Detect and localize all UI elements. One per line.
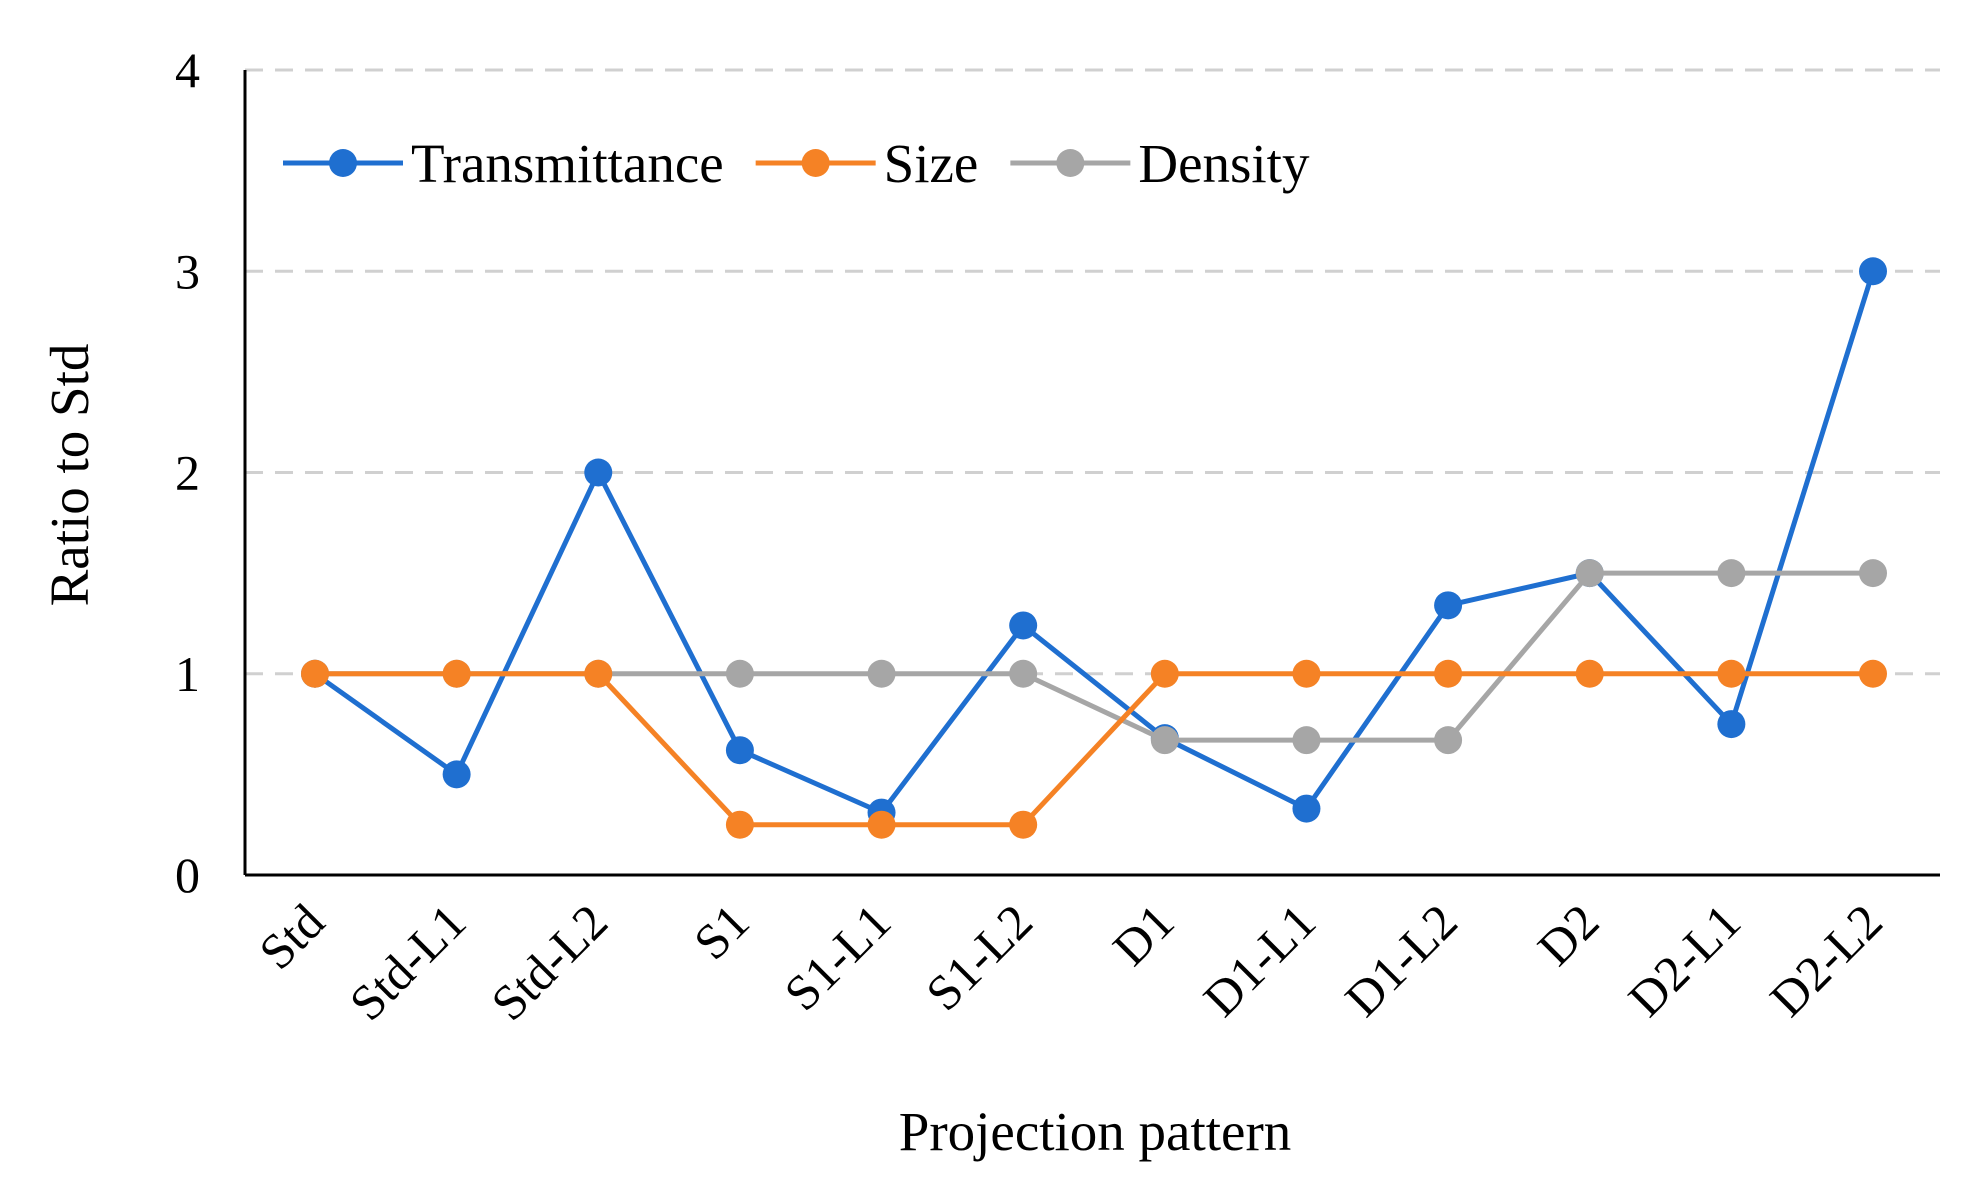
data-point xyxy=(301,659,329,688)
data-point xyxy=(1717,559,1746,588)
data-point xyxy=(1575,659,1604,688)
series-line xyxy=(315,671,1873,828)
data-point xyxy=(1292,726,1321,755)
data-point xyxy=(1434,726,1463,755)
legend-label: Transmittance xyxy=(411,133,724,194)
y-axis-title: Ratio to Std xyxy=(39,344,100,607)
data-point xyxy=(725,736,754,765)
legend-item-density: Density xyxy=(1010,133,1310,194)
data-point xyxy=(584,659,613,688)
data-point xyxy=(725,659,754,688)
data-point xyxy=(1717,710,1746,739)
x-axis-title: Projection pattern xyxy=(899,1101,1292,1162)
data-point xyxy=(725,810,754,839)
x-tick-label: S1-L1 xyxy=(773,893,901,1021)
series-line xyxy=(315,570,1873,743)
x-tick-label: D1 xyxy=(1102,893,1185,976)
data-point xyxy=(1009,659,1038,688)
series xyxy=(301,257,1887,839)
data-point xyxy=(1859,257,1887,286)
data-point xyxy=(1009,611,1038,640)
data-point xyxy=(442,760,471,789)
series-size xyxy=(301,659,1887,839)
data-point xyxy=(1009,810,1038,839)
data-point xyxy=(584,458,613,487)
x-tick-label: D1-L2 xyxy=(1334,893,1468,1027)
legend-marker xyxy=(1056,149,1085,177)
legend-label: Size xyxy=(884,133,979,194)
legend-item-transmittance: Transmittance xyxy=(283,133,724,194)
data-point xyxy=(1292,794,1321,823)
data-point xyxy=(1150,659,1179,688)
data-point xyxy=(1575,559,1604,588)
series-transmittance xyxy=(301,257,1887,827)
y-tick-label: 1 xyxy=(175,646,200,702)
x-tick-label: D1-L1 xyxy=(1192,893,1326,1027)
data-point xyxy=(867,810,896,839)
y-tick-label: 2 xyxy=(175,445,200,501)
data-point xyxy=(442,659,471,688)
x-tick-label: S1 xyxy=(683,893,760,970)
x-tick-label: D2-L2 xyxy=(1759,893,1893,1027)
data-point xyxy=(1434,659,1463,688)
legend-item-size: Size xyxy=(755,133,979,194)
series-line xyxy=(313,270,1876,816)
data-point xyxy=(1859,559,1887,588)
x-tick-label: D2 xyxy=(1527,893,1610,976)
legend-marker xyxy=(329,149,357,177)
legend-marker xyxy=(801,149,830,177)
y-tick-label: 4 xyxy=(175,42,200,98)
x-tick-label: D2-L1 xyxy=(1617,893,1751,1027)
data-point xyxy=(867,659,896,688)
data-point xyxy=(1434,591,1463,620)
data-point xyxy=(1717,659,1746,688)
axes xyxy=(243,70,1940,877)
x-tick-label: Std-L1 xyxy=(339,893,477,1031)
legend-label: Density xyxy=(1138,133,1310,194)
x-tick-label: S1-L2 xyxy=(915,893,1043,1021)
data-point xyxy=(1292,659,1321,688)
y-tick-labels: 0 1 2 3 4 xyxy=(175,42,200,903)
legend: Transmittance Size Density xyxy=(283,133,1310,194)
series-density xyxy=(301,559,1887,755)
data-point xyxy=(1859,659,1887,688)
x-tick-labels: Std Std-L1 Std-L2 S1 S1-L1 S1-L2 D1 D1-L1 D1-L2 D… xyxy=(248,893,1893,1031)
x-tick-label: Std xyxy=(248,893,335,980)
data-point xyxy=(1150,726,1179,755)
y-tick-label: 3 xyxy=(175,243,200,299)
y-tick-label: 0 xyxy=(175,847,200,903)
x-tick-label: Std-L2 xyxy=(480,893,618,1031)
